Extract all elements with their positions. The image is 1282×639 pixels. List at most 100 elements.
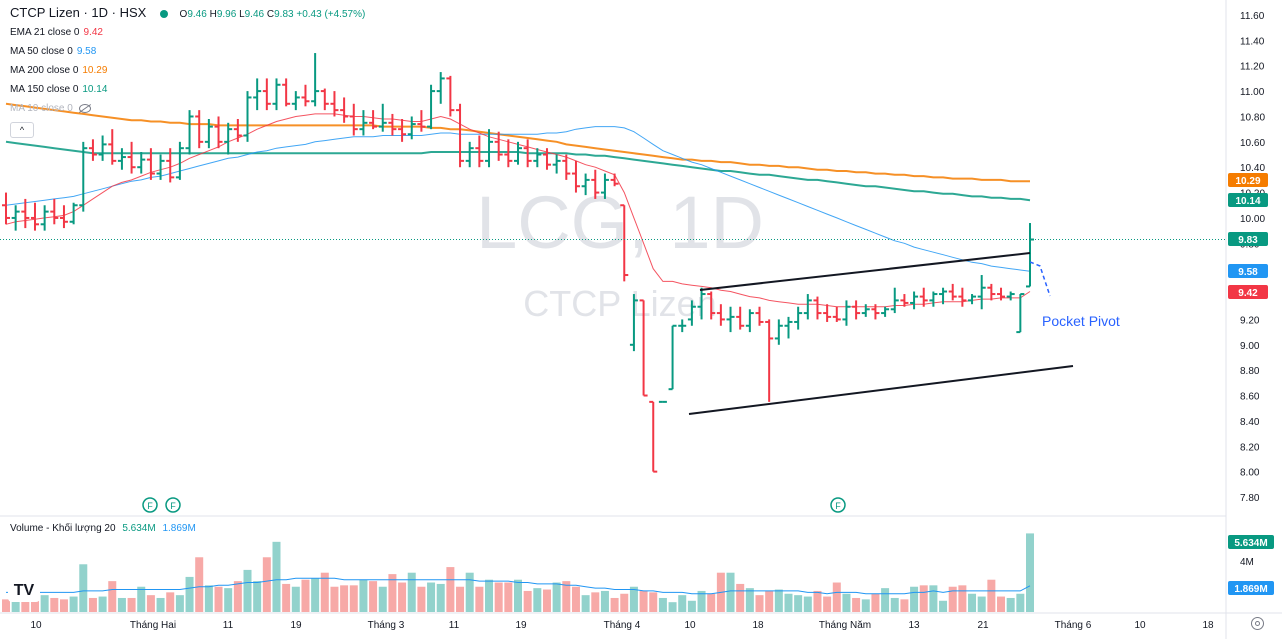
eye-hidden-icon[interactable]	[78, 103, 91, 113]
time-tick-label: Tháng 4	[604, 620, 641, 631]
ohlc-bar	[282, 78, 291, 107]
volume-bar	[726, 572, 735, 612]
volume-bar	[253, 581, 262, 612]
volume-bar	[861, 599, 870, 612]
event-marker[interactable]: F	[165, 497, 181, 513]
tradingview-logo[interactable]: TV	[8, 580, 40, 602]
ohlc-bar	[997, 287, 1006, 301]
volume-bar	[69, 596, 78, 612]
ohlc-bar	[861, 304, 870, 317]
volume-bar	[320, 572, 329, 612]
channel-lower-line[interactable]	[688, 365, 1074, 415]
volume-bar	[620, 593, 629, 612]
price-tick-label: 8.00	[1240, 468, 1260, 479]
ohlc-bar	[890, 287, 899, 314]
ohlc-bar	[195, 110, 204, 149]
ohlc-bar	[842, 300, 851, 326]
price-label-bg	[1228, 285, 1268, 299]
event-marker[interactable]: F	[142, 497, 158, 513]
indicator-ema21[interactable]: EMA 21 close 0 9.42	[10, 27, 103, 38]
price-label-bg	[1228, 232, 1268, 246]
ohlc-key: C	[266, 9, 275, 20]
time-tick-label: 10	[684, 620, 696, 631]
time-tick-label: 19	[290, 620, 302, 631]
indicator-label: MA 10 close 0	[10, 103, 73, 114]
volume-legend-label: Volume - Khối lượng 20	[10, 523, 116, 534]
volume-bar	[823, 596, 832, 612]
ma50-line	[5, 126, 1031, 272]
pocket-pivot-label[interactable]: Pocket Pivot	[1042, 313, 1120, 329]
price-tick-label: 11.00	[1240, 87, 1265, 98]
volume-bar	[398, 582, 407, 612]
indicator-ma50[interactable]: MA 50 close 0 9.58	[10, 46, 96, 57]
volume-bar	[59, 599, 68, 612]
volume-bar	[388, 574, 397, 612]
ohlc-bar	[108, 129, 117, 165]
price-labels: 10.29 10.14 9.83 9.58 9.42	[1228, 173, 1268, 299]
ohlc-bar	[291, 91, 300, 111]
volume-bar	[436, 583, 445, 612]
time-tick-label: 18	[752, 620, 764, 631]
symbol-title[interactable]: CTCP Lizen · 1D · HSX	[10, 5, 147, 20]
ohlc-bar	[629, 294, 638, 352]
ohlc-bar	[939, 287, 948, 305]
price-axis: 11.6011.4011.2011.0010.8010.6010.4010.20…	[1240, 11, 1265, 504]
time-tick-label: 11	[449, 620, 460, 631]
event-marker[interactable]: F	[830, 497, 846, 513]
settings-icon[interactable]	[1251, 617, 1264, 630]
price-tick-label: 8.80	[1240, 366, 1260, 377]
ohlc-bar	[349, 103, 358, 136]
volume-bar	[997, 596, 1006, 612]
ohlc-bar	[514, 141, 522, 165]
volume-bar	[185, 576, 194, 612]
ohlc-bar	[784, 316, 793, 339]
volume-legend-value: 5.634M	[122, 523, 156, 534]
volume-bar	[977, 596, 986, 612]
ohlc-key: H	[209, 9, 217, 20]
collapse-legend-button[interactable]: ^	[10, 122, 34, 138]
ohlc-bar	[369, 110, 378, 130]
indicator-value: 10.29	[82, 65, 108, 76]
ohlc-bar	[668, 324, 677, 391]
volume-bar	[871, 593, 880, 612]
volume-bar	[1026, 533, 1034, 612]
indicator-ma150[interactable]: MA 150 close 0 10.14	[10, 84, 107, 95]
ohlc-bar	[968, 294, 977, 305]
volume-bar	[349, 585, 358, 612]
volume-bar	[745, 588, 754, 612]
volume-legend[interactable]: Volume - Khối lượng 20 5.634M 1.869M	[10, 523, 196, 534]
ohlc-bar	[359, 110, 368, 136]
ohlc-bar	[272, 78, 281, 111]
time-tick-label: 19	[515, 620, 527, 631]
volume-bar	[475, 586, 484, 612]
ohlc-bar	[243, 91, 252, 142]
price-tick-label: 10.40	[1240, 163, 1265, 174]
channel-upper-line[interactable]	[699, 252, 1031, 291]
price-label-bg	[1228, 193, 1268, 207]
ohlc-bar	[11, 205, 20, 231]
volume-bar	[668, 602, 677, 612]
ohlc-bar	[571, 160, 580, 193]
volume-bar	[214, 586, 223, 612]
ohlc-bar	[900, 294, 909, 307]
volume-bar	[204, 585, 213, 612]
ohlc-bar	[871, 304, 880, 320]
ohlc-bar	[233, 119, 242, 142]
ohlc-bar	[919, 287, 928, 307]
ohlc-bar	[1026, 223, 1034, 288]
ohlc-bar	[262, 78, 271, 111]
ohlc-key: O	[179, 9, 188, 20]
volume-bar	[156, 597, 165, 612]
time-tick-label: Tháng 6	[1055, 620, 1092, 631]
volume-label: 1.869M	[1234, 584, 1267, 595]
price-label: 9.83	[1238, 235, 1258, 246]
volume-label-bg	[1228, 535, 1274, 549]
pivot-arrow[interactable]	[1029, 261, 1051, 297]
price-label: 10.14	[1235, 196, 1260, 207]
ohlc-bar	[253, 78, 262, 111]
indicator-ma200[interactable]: MA 200 close 0 10.29	[10, 65, 107, 76]
ohlc-bar	[475, 135, 484, 168]
symbol-header[interactable]: CTCP Lizen · 1D · HSX O9.46 H9.96 L9.46 …	[10, 5, 365, 20]
indicator-ma10-hidden[interactable]: MA 10 close 0	[10, 103, 91, 114]
